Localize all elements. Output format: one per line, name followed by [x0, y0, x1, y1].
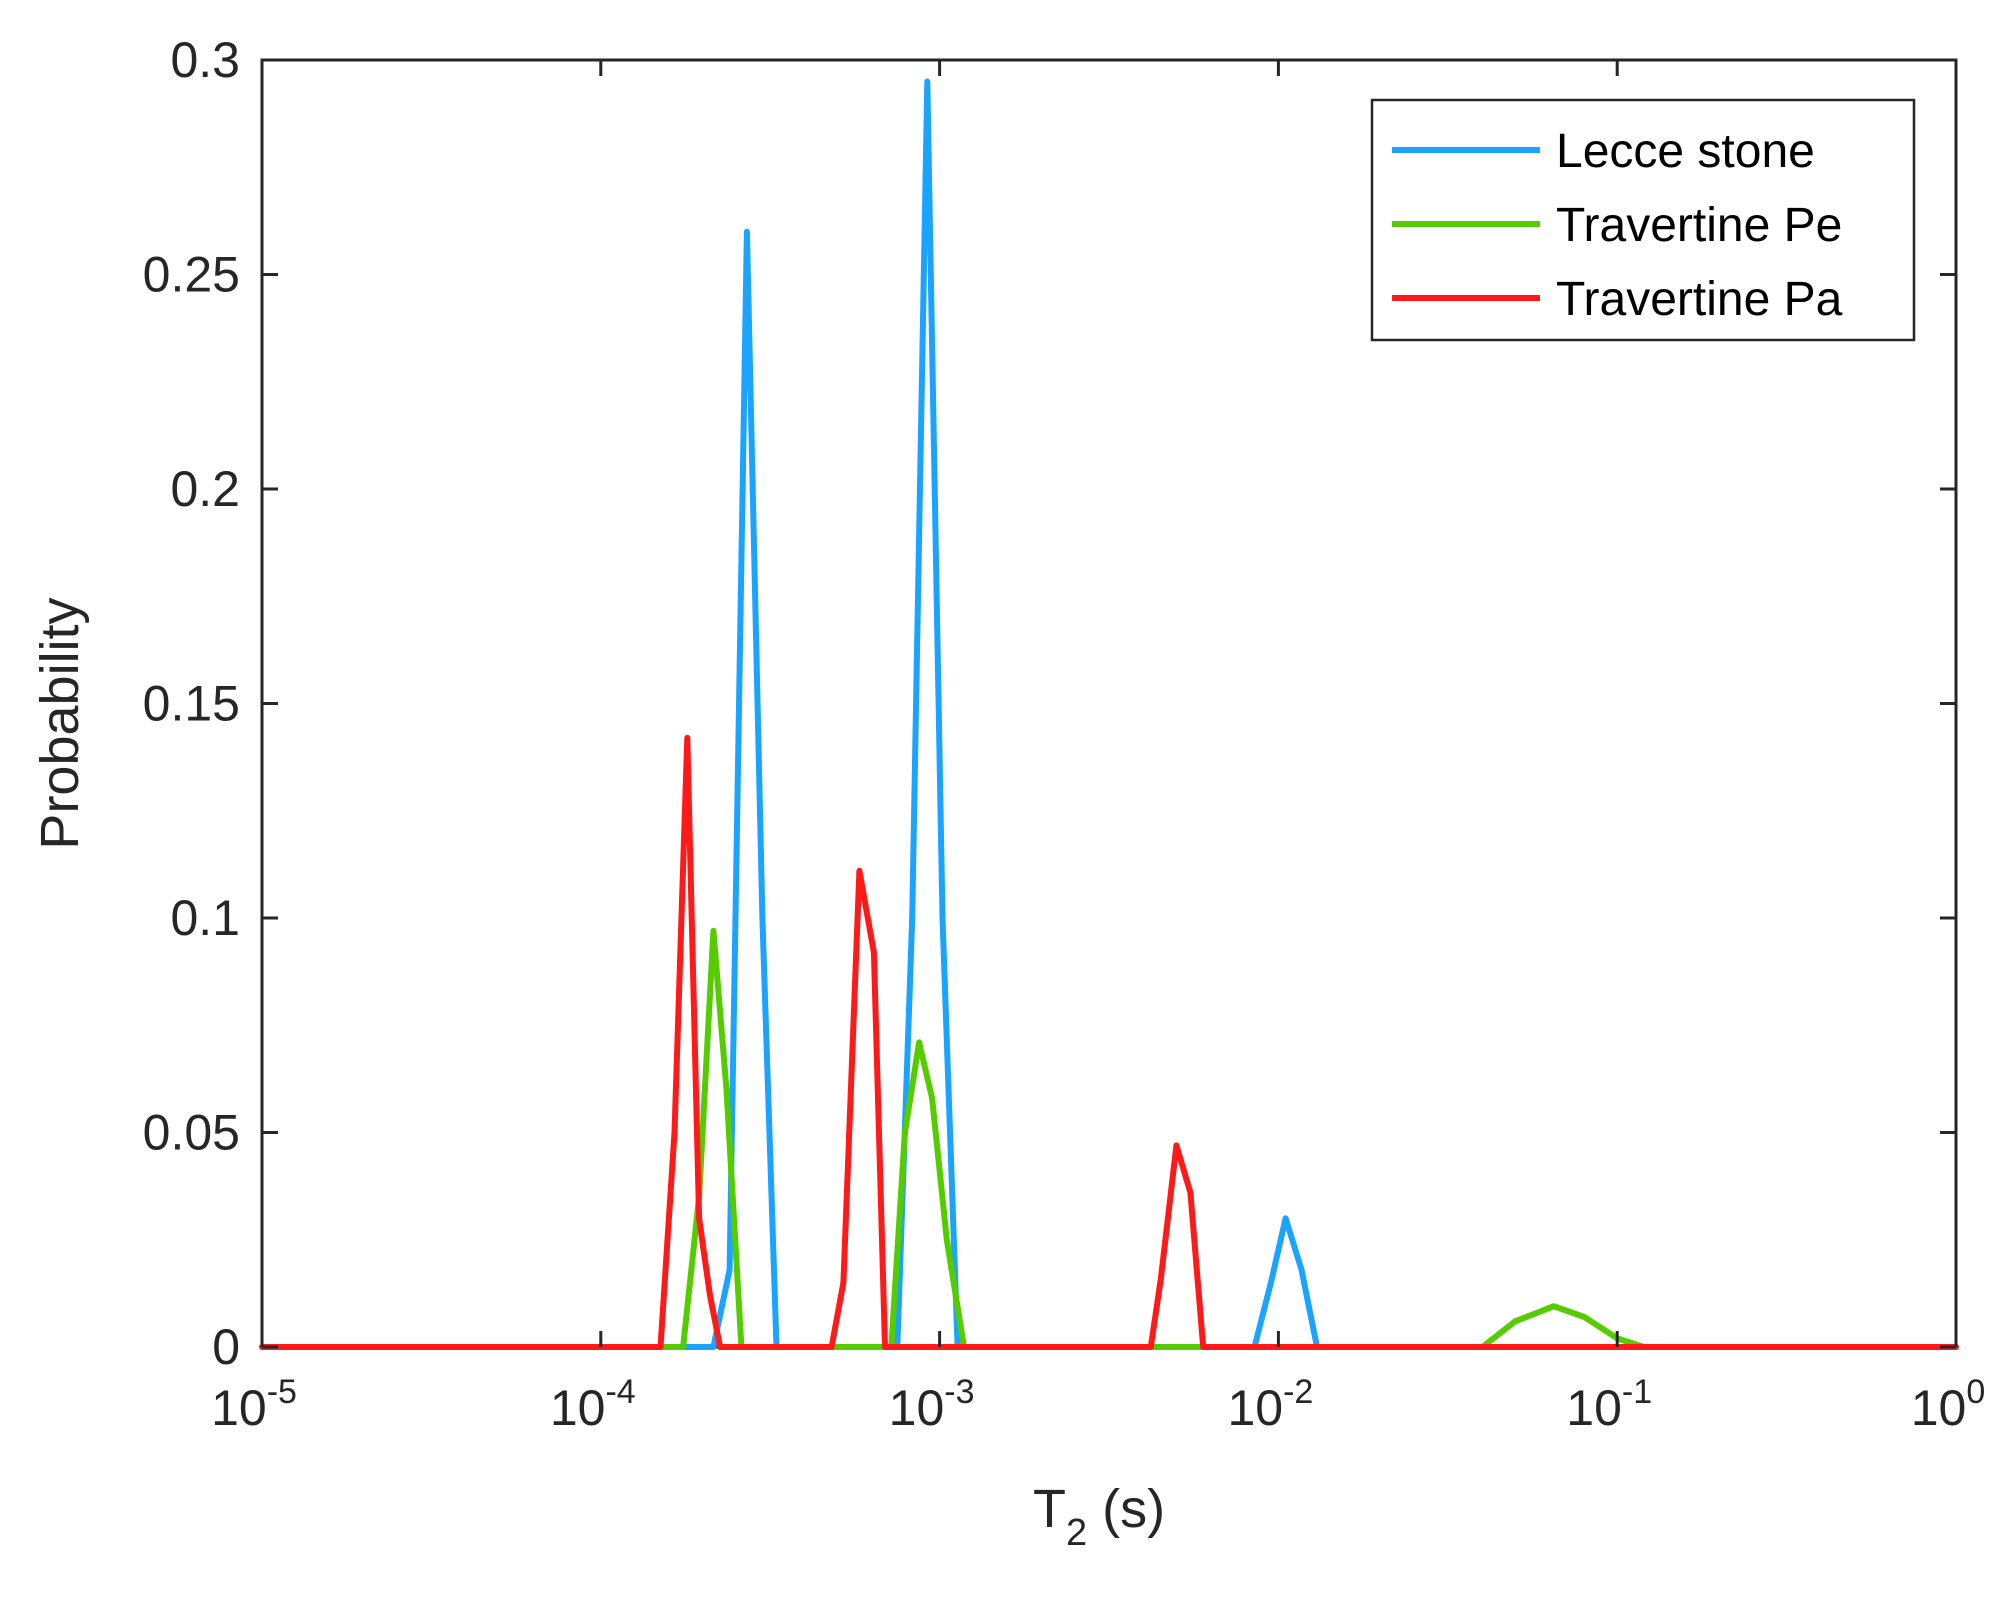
x-tick-label: 100: [1911, 1373, 1986, 1436]
x-tick-exponent: -3: [944, 1373, 974, 1411]
legend: Lecce stone Travertine Pe Travertine Pa: [1370, 98, 1916, 342]
x-axis-label-base: T: [1033, 1479, 1066, 1539]
legend-label: Lecce stone: [1556, 125, 1815, 178]
x-tick-exponent: -1: [1622, 1373, 1652, 1411]
series-line-1: [259, 927, 1959, 1350]
x-tick-label: 10-1: [1566, 1373, 1652, 1436]
x-tick-base: 10: [1911, 1380, 1967, 1436]
x-tick-label: 10-4: [550, 1373, 636, 1436]
series-layer: [259, 78, 1959, 1350]
y-tick-label: 0.15: [143, 676, 240, 732]
x-tick-base: 10: [211, 1380, 267, 1436]
y-tick-label: 0.05: [143, 1105, 240, 1161]
x-tick-label: 10-3: [889, 1373, 975, 1436]
y-tick-label: 0.25: [143, 247, 240, 303]
y-axis-title: Probability: [30, 597, 90, 849]
y-axis: 0 0.05 0.1 0.15 0.2 0.25 0.3: [143, 32, 1956, 1375]
x-tick-label: 10-5: [211, 1373, 297, 1436]
x-tick-label: 10-2: [1227, 1373, 1313, 1436]
y-axis-label: Probability: [30, 597, 90, 849]
y-tick-label: 0.3: [170, 32, 240, 88]
x-tick-base: 10: [550, 1380, 606, 1436]
x-tick-exponent: 0: [1966, 1373, 1985, 1411]
x-axis-label-unit: (s): [1087, 1479, 1165, 1539]
y-tick-label: 0.2: [170, 461, 240, 517]
series-line-2: [259, 734, 1959, 1350]
series-line-0: [259, 78, 1959, 1350]
x-axis-label: T2 (s): [1033, 1479, 1165, 1554]
x-tick-exponent: -4: [605, 1373, 635, 1411]
legend-label: Travertine Pe: [1556, 199, 1842, 252]
x-tick-exponent: -5: [267, 1373, 297, 1411]
x-axis: 10-5 10-4 10-3 10-2 10-1 100: [211, 60, 1985, 1436]
x-axis-title: T2 (s): [1033, 1479, 1165, 1554]
y-tick-label: 0: [212, 1319, 240, 1375]
x-tick-base: 10: [1227, 1380, 1283, 1436]
x-tick-exponent: -2: [1283, 1373, 1313, 1411]
x-tick-base: 10: [889, 1380, 945, 1436]
legend-label: Travertine Pa: [1556, 273, 1843, 326]
x-tick-base: 10: [1566, 1380, 1622, 1436]
x-axis-label-subscript: 2: [1066, 1512, 1087, 1554]
y-tick-label: 0.1: [170, 890, 240, 946]
